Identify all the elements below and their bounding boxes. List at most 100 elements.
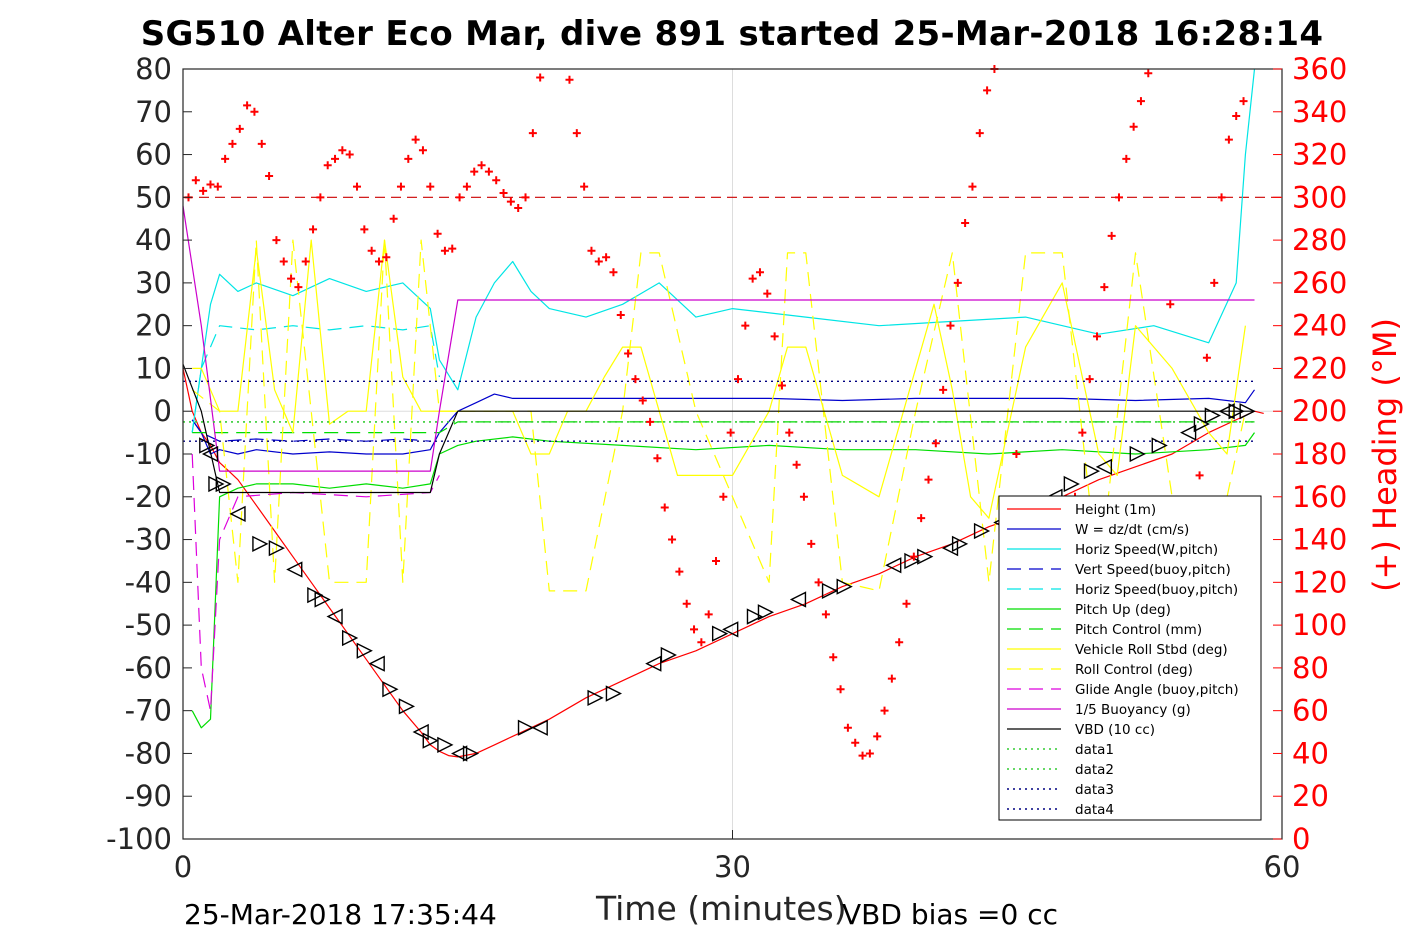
- series-line: [191, 239, 1246, 592]
- heading-point: [616, 310, 625, 319]
- heading-point: [909, 552, 918, 561]
- triangle-marker: [382, 681, 399, 698]
- heading-point: [690, 625, 699, 634]
- series-line: [191, 419, 431, 442]
- heading-point: [939, 385, 948, 394]
- heading-point: [983, 86, 992, 95]
- heading-point: [338, 146, 347, 155]
- heading-point: [697, 638, 706, 647]
- heading-point: [1100, 283, 1109, 292]
- triangle-marker: [286, 561, 303, 578]
- heading-point: [668, 535, 677, 544]
- series-line: [192, 239, 1246, 519]
- left-tick-label: -70: [125, 694, 172, 728]
- x-axis-label: Time (minutes): [596, 889, 847, 928]
- heading-point: [396, 182, 405, 191]
- triangle-marker: [605, 685, 623, 702]
- legend-label: Vert Speed(buoy,pitch): [1075, 562, 1231, 578]
- triangle-marker: [531, 719, 548, 736]
- triangle-marker: [1063, 475, 1080, 493]
- heading-point: [272, 236, 281, 245]
- right-tick-label: 160: [1292, 480, 1347, 514]
- heading-point: [521, 193, 530, 202]
- triangle-marker: [229, 505, 246, 523]
- heading-points: [184, 65, 1248, 801]
- heading-point: [316, 193, 325, 202]
- legend-label: data2: [1075, 762, 1114, 778]
- heading-point: [331, 154, 340, 163]
- legend-label: data1: [1075, 742, 1114, 758]
- heading-point: [250, 107, 259, 116]
- legend-label: Roll Control (deg): [1075, 662, 1193, 678]
- heading-point: [961, 219, 970, 227]
- heading-point: [946, 321, 955, 330]
- triangle-marker: [789, 591, 807, 608]
- heading-point: [748, 274, 757, 283]
- left-tick-label: -20: [125, 480, 172, 514]
- right-tick-label: 260: [1292, 266, 1347, 300]
- heading-point: [895, 638, 904, 647]
- triangle-marker: [1129, 445, 1146, 463]
- heading-point: [821, 610, 830, 619]
- heading-point: [638, 396, 647, 405]
- heading-point: [213, 182, 222, 191]
- series-line: [182, 205, 1255, 472]
- series-line: [192, 421, 1255, 434]
- triangle-marker: [356, 642, 373, 659]
- heading-point: [1136, 97, 1145, 106]
- right-tick-label: 140: [1292, 523, 1347, 557]
- heading-point: [506, 197, 515, 206]
- heading-point: [484, 167, 493, 176]
- triangle-marker: [199, 437, 216, 454]
- triangle-marker: [757, 604, 775, 621]
- right-tick-label: 20: [1292, 779, 1329, 813]
- triangle-marker: [215, 475, 232, 493]
- heading-point: [191, 176, 200, 185]
- legend-label: Pitch Up (deg): [1075, 602, 1171, 618]
- legend-box: [998, 495, 1262, 821]
- heading-point: [799, 492, 808, 501]
- heading-point: [221, 154, 230, 163]
- heading-point: [726, 428, 735, 437]
- heading-point: [865, 749, 874, 758]
- series-line: [191, 389, 1255, 455]
- heading-point: [609, 268, 618, 277]
- legend-label: Horiz Speed(W,pitch): [1075, 542, 1218, 558]
- right-axis-label: (+) Heading (°M): [1366, 318, 1404, 592]
- heading-point: [528, 129, 537, 138]
- chart-title: SG510 Alter Eco Mar, dive 891 started 25…: [140, 14, 1324, 54]
- heading-point: [1107, 231, 1116, 240]
- series-line: [191, 68, 1256, 433]
- heading-point: [836, 685, 845, 694]
- heading-point: [975, 129, 984, 138]
- heading-point: [323, 161, 332, 170]
- heading-point: [580, 182, 589, 191]
- left-tick-label: 60: [135, 138, 172, 172]
- heading-point: [880, 706, 889, 715]
- heading-point: [777, 381, 786, 390]
- heading-point: [917, 514, 926, 523]
- left-tick-label: -60: [125, 651, 172, 685]
- heading-point: [704, 610, 713, 619]
- right-tick-label: 300: [1292, 180, 1347, 214]
- heading-point: [1195, 471, 1204, 480]
- triangle-marker: [1095, 458, 1113, 475]
- triangle-marker: [451, 745, 468, 762]
- heading-point: [462, 182, 471, 191]
- heading-point: [279, 257, 288, 266]
- heading-point: [1224, 135, 1233, 144]
- heading-point: [807, 539, 816, 548]
- heading-point: [1078, 428, 1087, 437]
- heading-point: [755, 268, 764, 277]
- triangle-marker: [1151, 437, 1168, 454]
- triangle-marker: [885, 557, 902, 574]
- heading-point: [733, 375, 742, 384]
- heading-point: [873, 732, 882, 741]
- heading-point: [257, 139, 266, 148]
- heading-point: [631, 375, 640, 384]
- series-line: [191, 453, 440, 712]
- triangle-marker: [1193, 415, 1210, 433]
- left-tick-label: -80: [125, 736, 172, 770]
- triangle-marker: [711, 625, 729, 642]
- right-tick-label: 60: [1292, 694, 1329, 728]
